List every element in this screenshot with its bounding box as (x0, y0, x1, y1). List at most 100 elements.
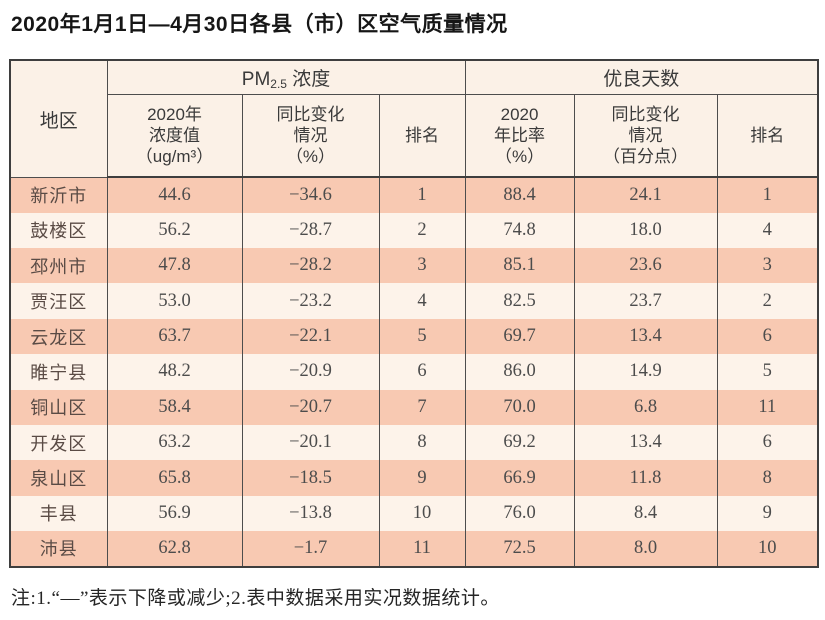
region-cell: 泉山区 (9, 460, 108, 496)
table-row: 鼓楼区 56.2 −28.7 2 74.8 18.0 4 (9, 212, 819, 249)
good-change-cell: 13.4 (573, 318, 718, 355)
good-rank-cell: 6 (716, 318, 819, 355)
good-ratio-cell: 82.5 (464, 283, 575, 319)
good-ratio-cell: 88.4 (464, 177, 575, 213)
good-rank-cell: 4 (716, 212, 819, 249)
good-change-cell: 23.6 (573, 248, 718, 284)
good-rank-cell: 11 (716, 389, 819, 425)
col-header-pm-value: 2020年 浓度值 （ug/m³） (106, 94, 243, 179)
col-header-pm-rank: 排名 (378, 94, 466, 179)
region-cell: 铜山区 (9, 389, 108, 425)
good-ratio-cell: 86.0 (464, 354, 575, 390)
table-row: 开发区 63.2 −20.1 8 69.2 13.4 6 (9, 424, 819, 461)
pm-rank-cell: 9 (378, 460, 466, 496)
col-header-good-rank: 排名 (716, 94, 819, 179)
pm-rank-cell: 7 (378, 389, 466, 425)
region-cell: 新沂市 (9, 177, 108, 213)
pm-change-cell: −13.8 (241, 495, 380, 532)
col-header-good-ratio: 2020 年比率 （%） (464, 94, 575, 179)
table-row: 泉山区 65.8 −18.5 9 66.9 11.8 8 (9, 460, 819, 496)
region-cell: 睢宁县 (9, 354, 108, 390)
region-cell: 鼓楼区 (9, 212, 108, 249)
good-ratio-cell: 66.9 (464, 460, 575, 496)
table-row: 邳州市 47.8 −28.2 3 85.1 23.6 3 (9, 248, 819, 284)
good-ratio-cell: 85.1 (464, 248, 575, 284)
good-change-cell: 6.8 (573, 389, 718, 425)
region-cell: 贾汪区 (9, 283, 108, 319)
pm-rank-cell: 3 (378, 248, 466, 284)
pm-value-cell: 62.8 (106, 531, 243, 567)
good-rank-cell: 3 (716, 248, 819, 284)
table-row: 云龙区 63.7 −22.1 5 69.7 13.4 6 (9, 318, 819, 355)
good-rank-cell: 2 (716, 283, 819, 319)
good-change-cell: 8.4 (573, 495, 718, 532)
pm-change-cell: −28.7 (241, 212, 380, 249)
pm-value-cell: 47.8 (106, 248, 243, 284)
pm-value-cell: 63.2 (106, 424, 243, 461)
good-change-cell: 14.9 (573, 354, 718, 390)
good-change-cell: 8.0 (573, 531, 718, 567)
good-change-cell: 23.7 (573, 283, 718, 319)
good-change-cell: 13.4 (573, 424, 718, 461)
pm-value-cell: 48.2 (106, 354, 243, 390)
pm-rank-cell: 6 (378, 354, 466, 390)
pm-change-cell: −20.7 (241, 389, 380, 425)
pm-value-cell: 65.8 (106, 460, 243, 496)
table-row: 贾汪区 53.0 −23.2 4 82.5 23.7 2 (9, 283, 819, 319)
col-group-good-days: 优良天数 (464, 60, 819, 95)
good-ratio-cell: 70.0 (464, 389, 575, 425)
region-cell: 开发区 (9, 424, 108, 461)
pm-value-cell: 58.4 (106, 389, 243, 425)
pm25-label-suffix: 浓度 (286, 69, 331, 90)
group-header-row: 地区 PM2.5 浓度 优良天数 (9, 60, 819, 178)
good-change-cell: 24.1 (573, 177, 718, 213)
table-row: 新沂市 44.6 −34.6 1 88.4 24.1 1 (9, 177, 819, 213)
pm-change-cell: −23.2 (241, 283, 380, 319)
good-ratio-cell: 69.2 (464, 424, 575, 461)
table-row: 沛县 62.8 −1.7 11 72.5 8.0 10 (9, 531, 819, 567)
pm-change-cell: −28.2 (241, 248, 380, 284)
table-row: 铜山区 58.4 −20.7 7 70.0 6.8 11 (9, 389, 819, 425)
pm-change-cell: −1.7 (241, 531, 380, 567)
region-cell: 邳州市 (9, 248, 108, 284)
footnote: 注:1.“—”表示下降或减少;2.表中数据采用实况数据统计。 (11, 587, 500, 609)
pm-change-cell: −34.6 (241, 177, 380, 213)
good-rank-cell: 6 (716, 424, 819, 461)
pm-rank-cell: 4 (378, 283, 466, 319)
page-title: 2020年1月1日—4月30日各县（市）区空气质量情况 (11, 13, 508, 36)
table-header: 地区 PM2.5 浓度 优良天数 2020年 浓度值 （ug/m³） 同比变化 … (9, 60, 819, 179)
pm-rank-cell: 11 (378, 531, 466, 567)
pm-change-cell: −20.9 (241, 354, 380, 390)
good-ratio-cell: 69.7 (464, 318, 575, 355)
good-ratio-cell: 76.0 (464, 495, 575, 532)
pm-rank-cell: 1 (378, 177, 466, 213)
pm-change-cell: −20.1 (241, 424, 380, 461)
col-header-pm-change: 同比变化 情况 （%） (241, 94, 380, 179)
pm25-label-subscript: 2.5 (270, 77, 287, 91)
region-cell: 丰县 (9, 495, 108, 532)
pm-change-cell: −22.1 (241, 318, 380, 355)
col-group-pm25: PM2.5 浓度 (106, 60, 466, 95)
pm-value-cell: 63.7 (106, 318, 243, 355)
col-header-good-change: 同比变化 情况 （百分点） (573, 94, 718, 179)
good-rank-cell: 8 (716, 460, 819, 496)
pm25-label-prefix: PM (241, 69, 271, 90)
col-header-region: 地区 (9, 60, 108, 178)
sub-header-row: 2020年 浓度值 （ug/m³） 同比变化 情况 （%） 排名 2020 年比… (10, 94, 819, 179)
pm-change-cell: −18.5 (241, 460, 380, 496)
pm-value-cell: 56.9 (106, 495, 243, 532)
pm-rank-cell: 8 (378, 424, 466, 461)
table-row: 睢宁县 48.2 −20.9 6 86.0 14.9 5 (9, 354, 819, 390)
good-change-cell: 18.0 (573, 212, 718, 249)
region-cell: 云龙区 (9, 318, 108, 355)
air-quality-table: 地区 PM2.5 浓度 优良天数 2020年 浓度值 （ug/m³） 同比变化 … (9, 59, 820, 568)
good-ratio-cell: 72.5 (464, 531, 575, 567)
pm-rank-cell: 10 (378, 495, 466, 532)
pm-value-cell: 53.0 (106, 283, 243, 319)
good-rank-cell: 10 (716, 531, 819, 567)
pm-rank-cell: 2 (378, 212, 466, 249)
table-row: 丰县 56.9 −13.8 10 76.0 8.4 9 (9, 495, 819, 532)
pm-value-cell: 56.2 (106, 212, 243, 249)
pm-rank-cell: 5 (378, 318, 466, 355)
